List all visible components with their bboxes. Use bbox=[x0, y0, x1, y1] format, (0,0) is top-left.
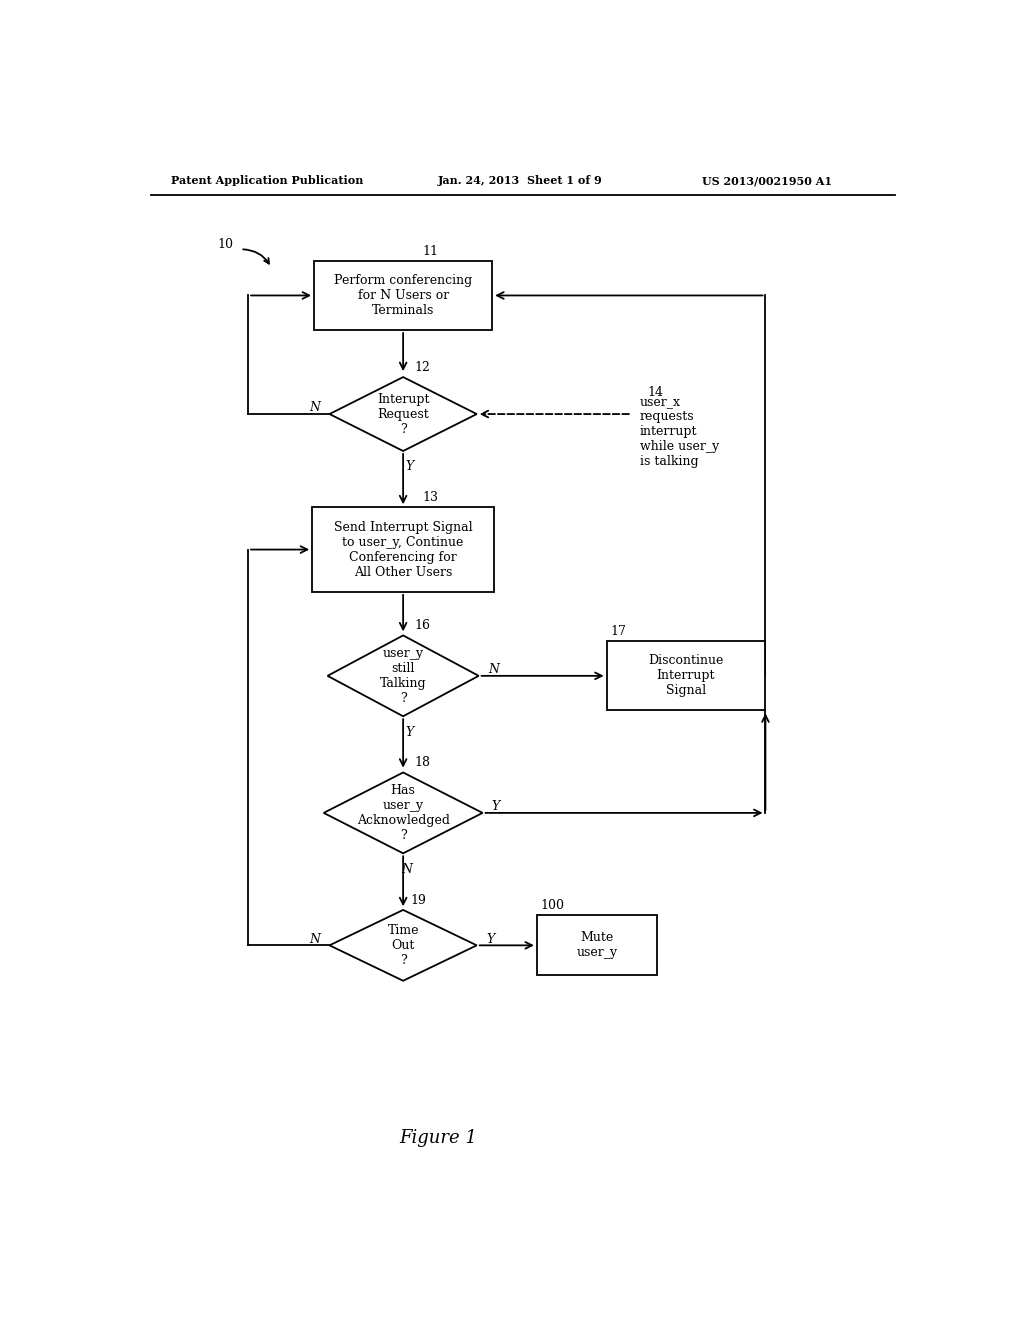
Text: Y: Y bbox=[406, 461, 414, 474]
FancyBboxPatch shape bbox=[606, 642, 765, 710]
Text: N: N bbox=[309, 401, 321, 414]
Text: Figure 1: Figure 1 bbox=[399, 1129, 477, 1147]
Text: user_y
still
Talking
?: user_y still Talking ? bbox=[380, 647, 426, 705]
Text: Discontinue
Interrupt
Signal: Discontinue Interrupt Signal bbox=[648, 655, 724, 697]
Text: Perform conferencing
for N Users or
Terminals: Perform conferencing for N Users or Term… bbox=[334, 275, 472, 317]
Text: user_x
requests
interrupt
while user_y
is talking: user_x requests interrupt while user_y i… bbox=[640, 395, 719, 469]
Polygon shape bbox=[330, 378, 477, 451]
FancyBboxPatch shape bbox=[314, 261, 493, 330]
Text: Interupt
Request
?: Interupt Request ? bbox=[377, 392, 429, 436]
Text: 10: 10 bbox=[217, 238, 233, 251]
Text: 11: 11 bbox=[423, 244, 438, 257]
Text: N: N bbox=[401, 862, 413, 875]
Text: N: N bbox=[488, 663, 499, 676]
Text: 16: 16 bbox=[415, 619, 431, 632]
Text: Patent Application Publication: Patent Application Publication bbox=[171, 176, 362, 186]
Text: 100: 100 bbox=[541, 899, 564, 912]
Text: Jan. 24, 2013  Sheet 1 of 9: Jan. 24, 2013 Sheet 1 of 9 bbox=[438, 176, 603, 186]
Text: 18: 18 bbox=[415, 756, 431, 770]
Text: 19: 19 bbox=[411, 894, 427, 907]
Polygon shape bbox=[330, 909, 477, 981]
Text: 13: 13 bbox=[423, 491, 438, 504]
Text: 12: 12 bbox=[415, 360, 431, 374]
Text: N: N bbox=[309, 933, 321, 945]
Text: 17: 17 bbox=[610, 626, 627, 638]
Text: Y: Y bbox=[406, 726, 414, 738]
Text: Time
Out
?: Time Out ? bbox=[387, 924, 419, 966]
Polygon shape bbox=[324, 772, 482, 853]
Text: Mute
user_y: Mute user_y bbox=[577, 932, 617, 960]
FancyBboxPatch shape bbox=[312, 507, 495, 591]
FancyBboxPatch shape bbox=[537, 915, 657, 975]
Text: 14: 14 bbox=[647, 387, 664, 400]
Text: Has
user_y
Acknowledged
?: Has user_y Acknowledged ? bbox=[356, 784, 450, 842]
Polygon shape bbox=[328, 635, 478, 717]
Text: US 2013/0021950 A1: US 2013/0021950 A1 bbox=[701, 176, 831, 186]
Text: Y: Y bbox=[486, 933, 495, 945]
Text: Y: Y bbox=[492, 800, 500, 813]
Text: Send Interrupt Signal
to user_y, Continue
Conferencing for
All Other Users: Send Interrupt Signal to user_y, Continu… bbox=[334, 520, 472, 578]
